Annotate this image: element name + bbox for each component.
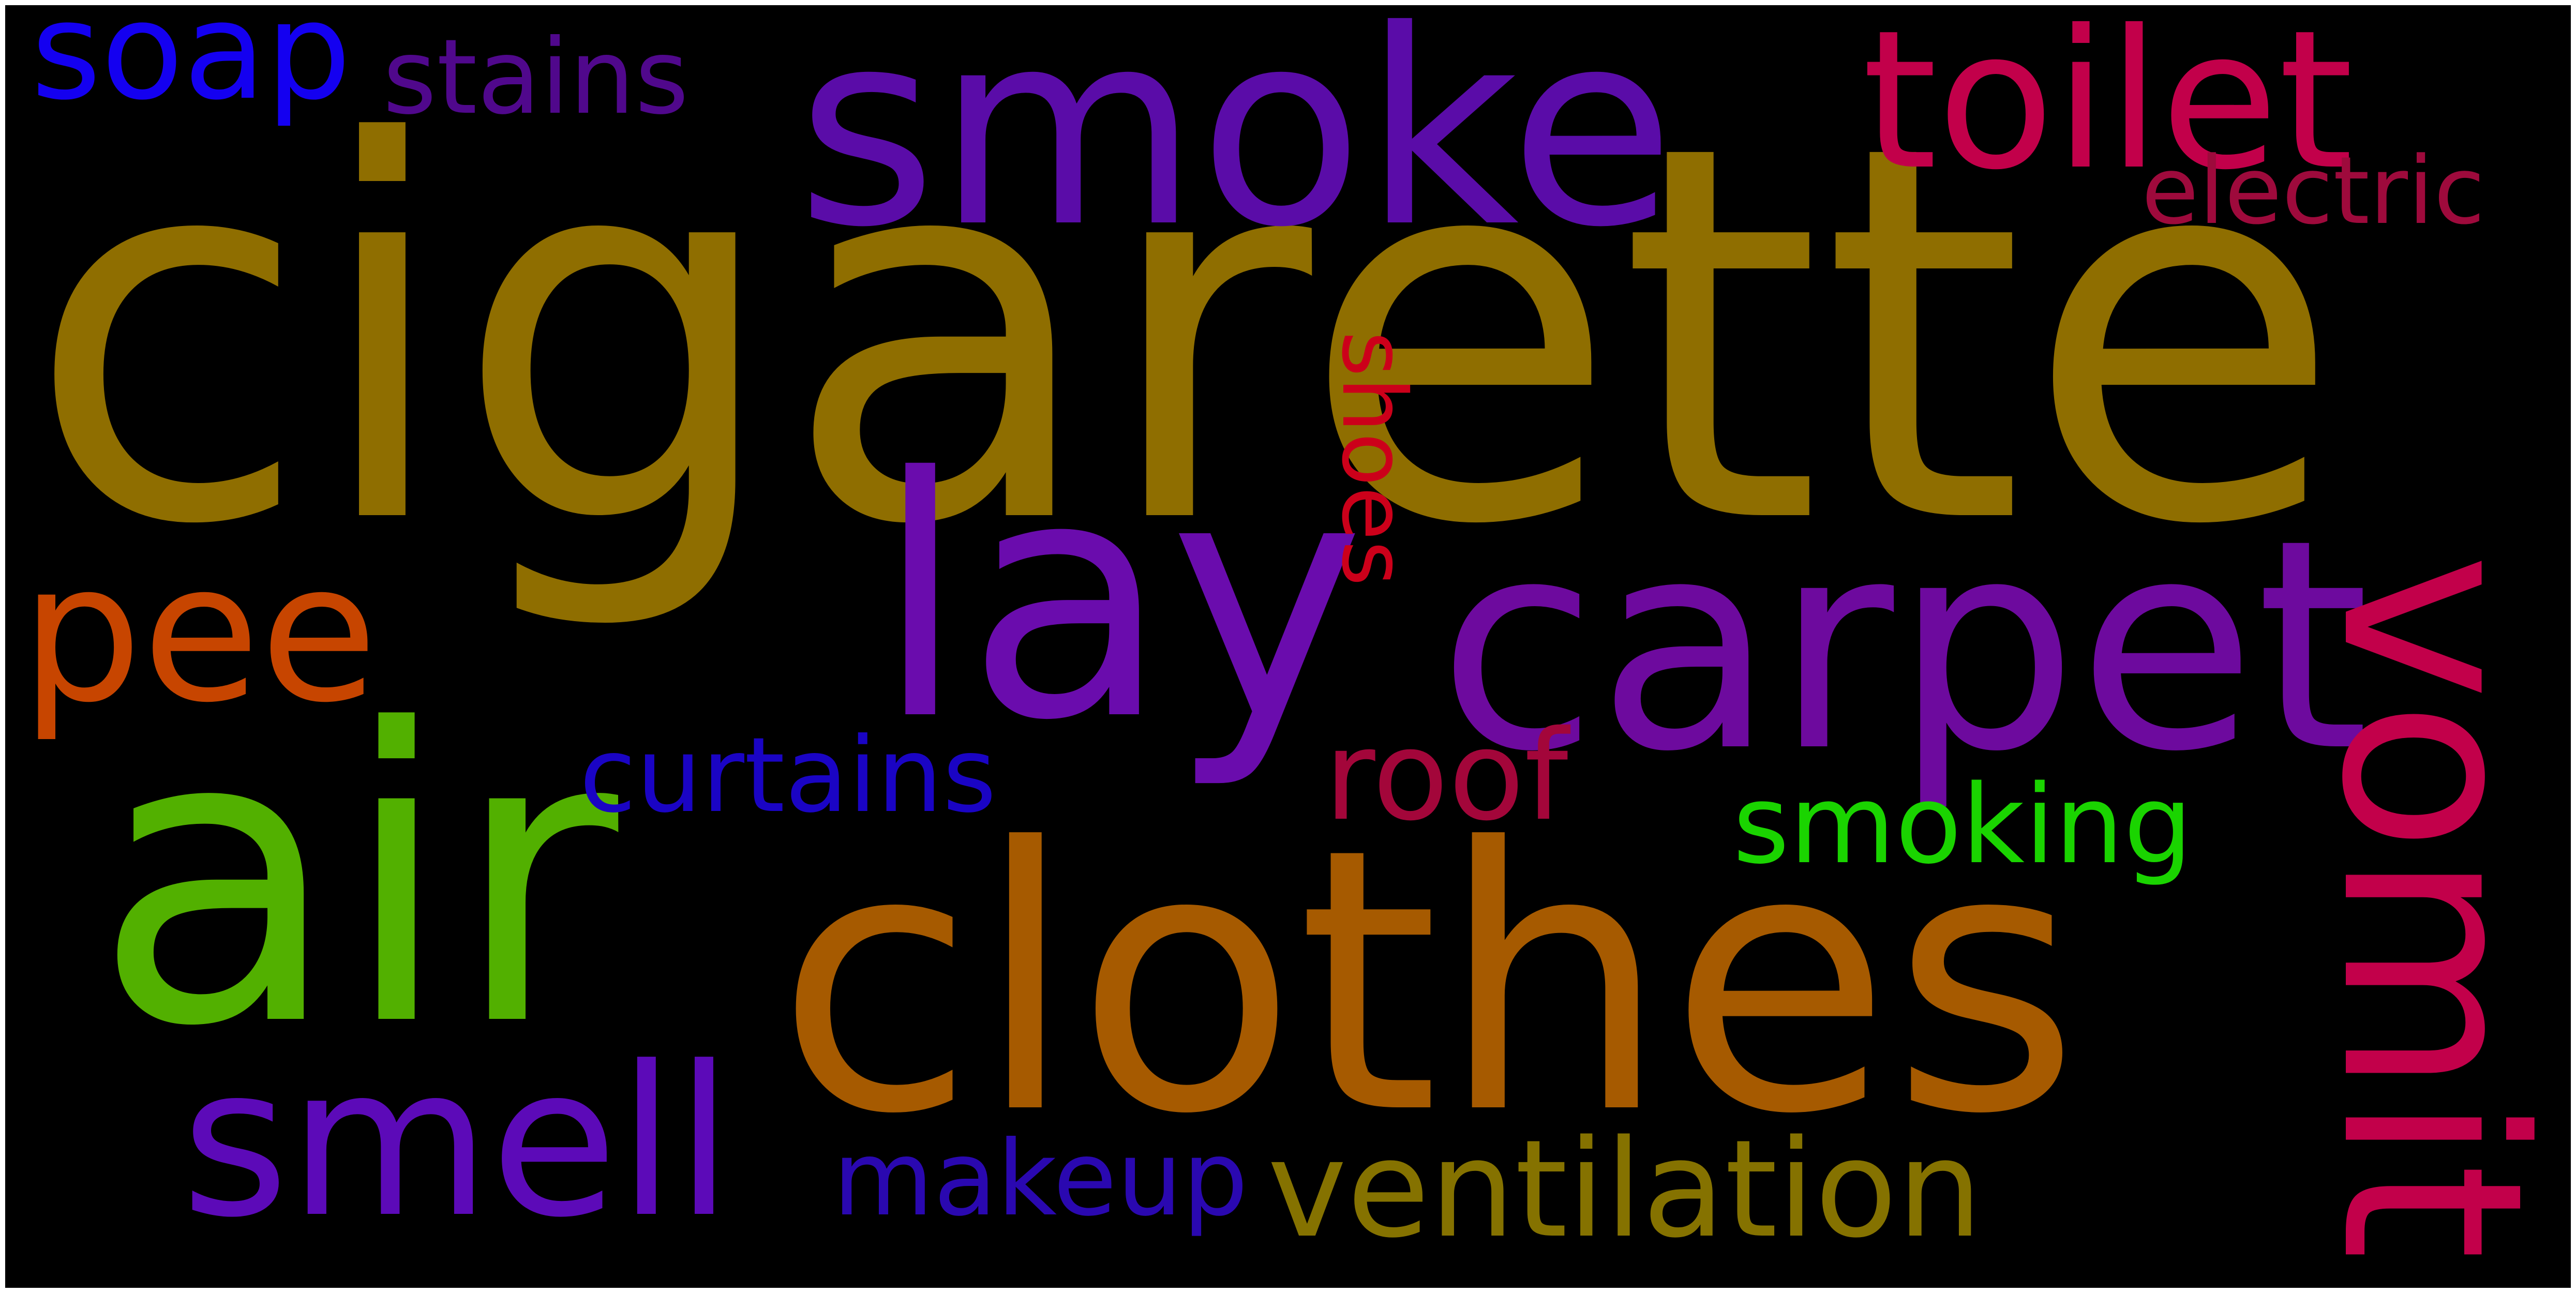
word-smoke: smoke (797, 5, 1675, 286)
word-vomit: vomit (2287, 553, 2571, 1260)
word-ventilation: ventilation (1267, 1111, 1983, 1268)
word-smell: smell (181, 1023, 733, 1263)
word-cigarette: cigarette (26, 35, 2343, 637)
word-pee: pee (21, 522, 378, 745)
word-soap: soap (31, 5, 351, 130)
word-electric: electric (2141, 137, 2485, 245)
word-curtains: curtains (579, 715, 997, 836)
word-cloud-canvas: cigarette clothes air smoke lay carpet v… (5, 5, 2571, 1288)
word-air: air (93, 644, 619, 1114)
word-lay: lay (874, 407, 1365, 792)
word-shoes: shoes (1322, 331, 1425, 587)
word-clothes: clothes (776, 772, 2080, 1193)
word-stains: stains (383, 17, 689, 138)
word-roof: roof (1324, 703, 1568, 848)
word-makeup: makeup (833, 1119, 1248, 1239)
word-smoking: smoking (1733, 761, 2193, 888)
word-carpet: carpet (1438, 478, 2370, 815)
word-toilet: toilet (1862, 5, 2354, 212)
